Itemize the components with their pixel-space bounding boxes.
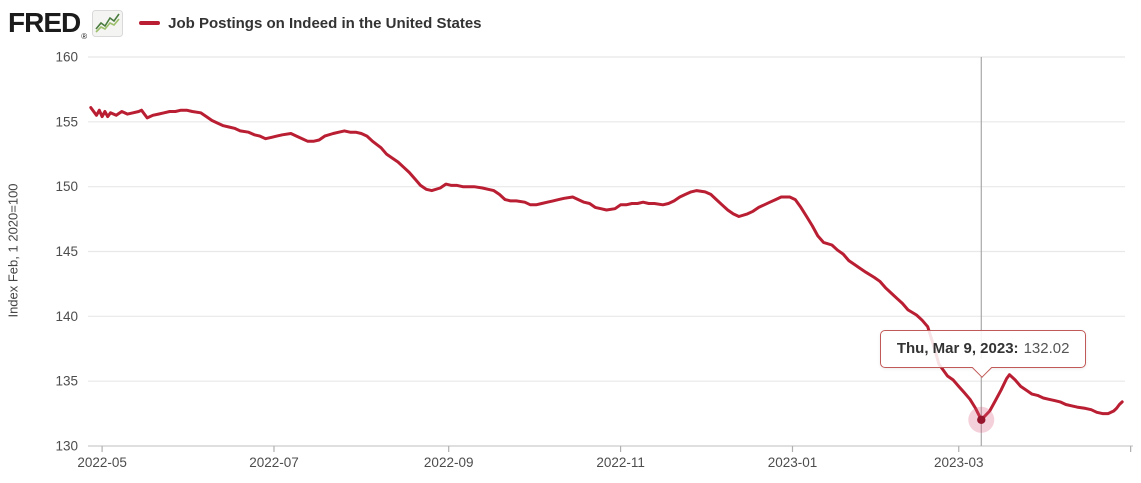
legend-series-label[interactable]: Job Postings on Indeed in the United Sta… bbox=[168, 14, 482, 32]
tooltip-date: Thu, Mar 9, 2023: bbox=[896, 340, 1019, 357]
chart-header: FRED® Job Postings on Indeed in the Unit… bbox=[8, 4, 482, 42]
tooltip-value: 132.02 bbox=[1023, 340, 1070, 357]
x-tick-label: 2022-11 bbox=[596, 455, 645, 470]
tooltip: Thu, Mar 9, 2023: 132.02 bbox=[879, 330, 1087, 378]
y-axis-title: Index Feb, 1 2020=100 bbox=[5, 183, 21, 318]
series-line[interactable] bbox=[89, 106, 1124, 422]
x-tick-label: 2022-07 bbox=[249, 455, 299, 470]
fred-sparkline-icon bbox=[92, 9, 124, 37]
x-tick-label: 2023-03 bbox=[934, 455, 984, 470]
x-tick-label: 2022-09 bbox=[424, 455, 474, 470]
y-tick-label: 160 bbox=[55, 50, 78, 65]
y-tick-label: 155 bbox=[55, 114, 78, 129]
y-tick-label: 130 bbox=[55, 439, 78, 454]
y-tick-label: 140 bbox=[55, 309, 78, 324]
x-tick-label: 2022-05 bbox=[77, 455, 127, 470]
x-tick-label: 2023-01 bbox=[768, 455, 818, 470]
y-tick-label: 145 bbox=[55, 244, 78, 259]
registered-trademark: ® bbox=[81, 32, 88, 41]
legend-series-marker bbox=[139, 21, 161, 25]
chart-legend: Job Postings on Indeed in the United Sta… bbox=[139, 14, 482, 32]
fred-logo[interactable]: FRED® bbox=[8, 7, 87, 42]
y-tick-label: 135 bbox=[55, 374, 78, 389]
fred-logo-text: FRED bbox=[8, 7, 81, 38]
highlight-dot[interactable] bbox=[977, 415, 986, 425]
y-tick-label: 150 bbox=[55, 179, 78, 194]
